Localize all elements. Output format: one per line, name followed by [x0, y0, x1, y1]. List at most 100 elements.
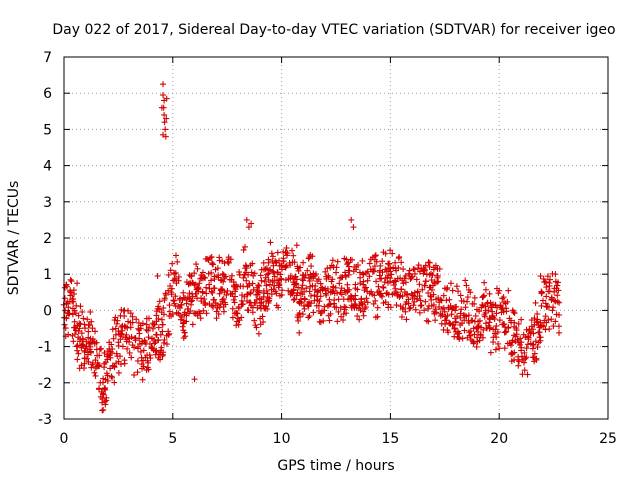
data-point — [134, 345, 141, 352]
data-point — [265, 276, 272, 283]
data-point — [524, 371, 531, 378]
data-point — [123, 331, 130, 338]
data-point — [357, 280, 364, 287]
data-point — [96, 352, 103, 359]
data-point — [326, 317, 333, 324]
data-point — [337, 304, 344, 311]
data-point — [427, 293, 434, 300]
data-point — [462, 277, 469, 284]
data-point — [87, 308, 94, 315]
data-point — [534, 316, 541, 323]
data-point — [301, 295, 308, 302]
data-point — [307, 292, 314, 299]
data-point — [521, 367, 528, 374]
data-point — [493, 323, 500, 330]
x-tick-label: 5 — [168, 431, 177, 447]
data-point — [101, 349, 108, 356]
data-point — [480, 326, 487, 333]
data-point — [386, 260, 393, 267]
data-point — [372, 252, 379, 259]
data-point — [509, 337, 516, 344]
data-point — [273, 290, 280, 297]
data-point — [416, 268, 423, 275]
data-point — [269, 253, 276, 260]
data-point — [181, 329, 188, 336]
data-point — [458, 306, 465, 313]
data-point — [223, 292, 230, 299]
data-point — [392, 278, 399, 285]
data-point — [145, 366, 152, 373]
data-point — [238, 314, 245, 321]
data-point — [517, 335, 524, 342]
data-point — [354, 286, 361, 293]
data-point — [360, 281, 367, 288]
data-point — [163, 291, 170, 298]
data-point — [366, 273, 373, 280]
data-point — [176, 305, 183, 312]
data-point — [403, 291, 410, 298]
data-point — [518, 339, 525, 346]
data-point — [222, 301, 229, 308]
data-point — [469, 317, 476, 324]
data-point — [493, 304, 500, 311]
data-point — [238, 297, 245, 304]
data-point — [434, 274, 441, 281]
data-point — [481, 313, 488, 320]
data-point — [293, 276, 300, 283]
data-point — [554, 292, 561, 299]
data-point — [260, 319, 267, 326]
data-point — [240, 301, 247, 308]
data-point — [476, 317, 483, 324]
data-point — [265, 259, 272, 266]
data-point — [289, 247, 296, 254]
data-point — [405, 300, 412, 307]
data-point — [354, 313, 361, 320]
data-point — [80, 315, 87, 322]
data-point — [268, 291, 275, 298]
data-point — [554, 298, 561, 305]
data-point — [546, 326, 553, 333]
y-tick-label: -3 — [38, 412, 52, 428]
data-point — [264, 305, 271, 312]
data-point — [493, 334, 500, 341]
data-point — [306, 313, 313, 320]
data-point — [211, 273, 218, 280]
data-point — [245, 271, 252, 278]
data-point — [163, 115, 170, 122]
data-point — [496, 345, 503, 352]
data-point — [473, 343, 480, 350]
data-point — [324, 265, 331, 272]
data-point — [285, 287, 292, 294]
data-point — [457, 292, 464, 299]
data-point — [267, 239, 274, 246]
data-point — [362, 304, 369, 311]
data-point — [521, 359, 528, 366]
data-point — [240, 246, 247, 253]
data-point — [169, 311, 176, 318]
data-point — [410, 302, 417, 309]
data-point — [183, 318, 190, 325]
data-point — [109, 374, 116, 381]
data-point — [254, 288, 261, 295]
data-point — [211, 296, 218, 303]
data-point — [220, 278, 227, 285]
data-point — [428, 286, 435, 293]
data-point — [155, 337, 162, 344]
data-point — [507, 317, 514, 324]
data-point — [163, 341, 170, 348]
data-point — [251, 270, 258, 277]
data-point — [422, 278, 429, 285]
data-point — [321, 307, 328, 314]
data-point — [197, 310, 204, 317]
data-point — [156, 298, 163, 305]
data-point — [100, 406, 107, 413]
x-tick-label: 25 — [599, 431, 617, 447]
data-point — [78, 330, 85, 337]
data-point — [100, 391, 107, 398]
data-point — [454, 313, 461, 320]
data-point — [177, 316, 184, 323]
data-point — [543, 293, 550, 300]
data-point — [82, 325, 89, 332]
data-point — [551, 297, 558, 304]
data-point — [456, 336, 463, 343]
